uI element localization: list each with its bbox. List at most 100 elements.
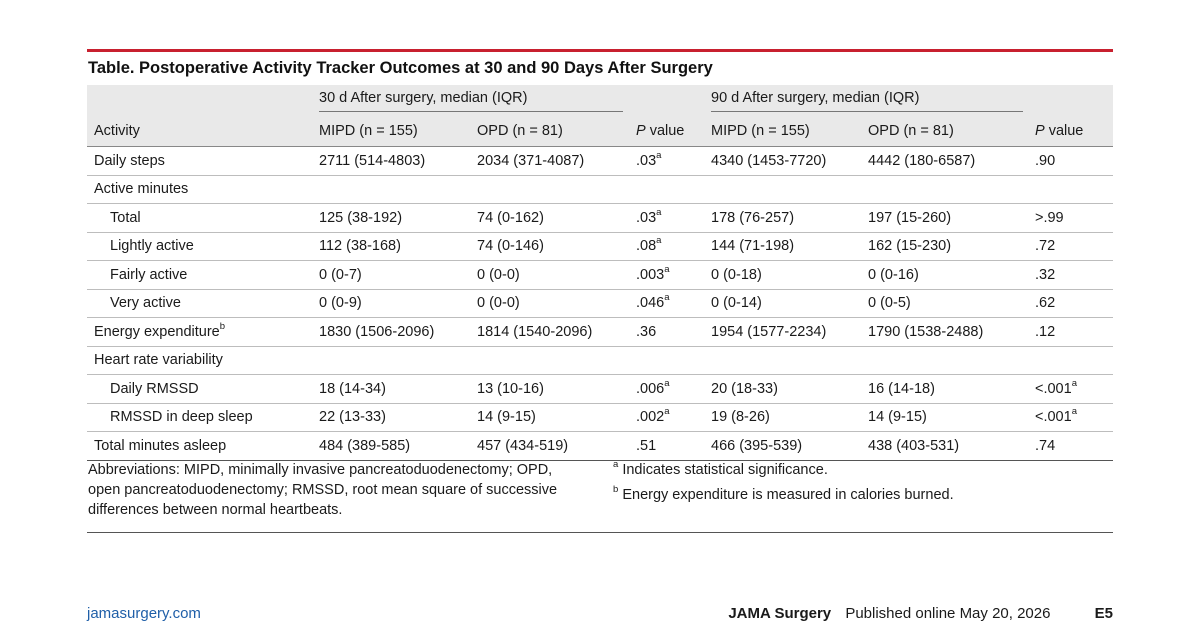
cell-opd30: 457 (434-519)	[470, 431, 629, 461]
cell-opd90: 0 (0-16)	[861, 260, 1028, 290]
cell-p90: .90	[1028, 146, 1113, 176]
col-header-mipd-90d: MIPD (n = 155)	[704, 116, 861, 147]
cell-opd30: 1814 (1540-2096)	[470, 317, 629, 347]
table-row: Total minutes asleep 484 (389-585) 457 (43…	[87, 431, 1113, 461]
cell-p90: .32	[1028, 260, 1113, 290]
cell-p30: .046a	[629, 289, 704, 318]
cell-mipd30: 2711 (514-4803)	[312, 146, 470, 176]
cell-mipd30: 0 (0-7)	[312, 260, 470, 290]
cell-p30: .003a	[629, 260, 704, 290]
row-label: Daily steps	[87, 146, 312, 176]
table-row: Lightly active 112 (38-168) 74 (0-146) .08a…	[87, 232, 1113, 261]
header-row-columns: Activity MIPD (n = 155) OPD (n = 81) P v…	[87, 116, 1113, 147]
cell-opd90: 438 (403-531)	[861, 431, 1028, 461]
cell-mipd90: 1954 (1577-2234)	[704, 317, 861, 347]
cell-opd90: 14 (9-15)	[861, 403, 1028, 432]
cell-mipd30: 125 (38-192)	[312, 203, 470, 233]
table-title: Table. Postoperative Activity Tracker Ou…	[88, 59, 713, 77]
cell-mipd90: 19 (8-26)	[704, 403, 861, 432]
top-red-rule	[87, 49, 1113, 52]
footnote-a: a Indicates statistical significance.	[613, 459, 828, 478]
cell-opd30: 2034 (371-4087)	[470, 146, 629, 176]
cell-opd30: 0 (0-0)	[470, 260, 629, 290]
cell-p90: .12	[1028, 317, 1113, 347]
cell-mipd90: 0 (0-14)	[704, 289, 861, 318]
cell-opd30: 13 (10-16)	[470, 374, 629, 404]
table-row: Heart rate variability	[87, 346, 1113, 375]
table-row: Daily steps 2711 (514-4803) 2034 (371-4087…	[87, 146, 1113, 176]
cell-p30: .006a	[629, 374, 704, 404]
col-header-opd-90d: OPD (n = 81)	[861, 116, 1028, 147]
col-header-p-90d: P value	[1028, 116, 1113, 147]
row-label: Daily RMSSD	[87, 374, 312, 404]
cell-p30: .03a	[629, 146, 704, 176]
table-row: Fairly active 0 (0-7) 0 (0-0) .003a 0 (0-18)…	[87, 260, 1113, 290]
col-header-activity: Activity	[87, 116, 312, 147]
cell-mipd30: 22 (13-33)	[312, 403, 470, 432]
header-row-groups: 30 d After surgery, median (IQR) 90 d Af…	[87, 85, 1113, 116]
table-row: Energy expenditureb 1830 (1506-2096) 1814 …	[87, 317, 1113, 347]
cell-opd90: 16 (14-18)	[861, 374, 1028, 404]
cell-p30: .36	[629, 317, 704, 347]
cell-opd90: 0 (0-5)	[861, 289, 1028, 318]
col-header-mipd-30d: MIPD (n = 155)	[312, 116, 470, 147]
row-label: Heart rate variability	[87, 346, 312, 375]
abbreviations-note: Abbreviations: MIPD, minimally invasive …	[88, 462, 558, 518]
cell-p90: .62	[1028, 289, 1113, 318]
row-label: Active minutes	[87, 175, 312, 204]
cell-opd90: 4442 (180-6587)	[861, 146, 1028, 176]
row-label: Lightly active	[87, 232, 312, 261]
cell-mipd90: 4340 (1453-7720)	[704, 146, 861, 176]
cell-opd90: 197 (15-260)	[861, 203, 1028, 233]
cell-opd30: 74 (0-146)	[470, 232, 629, 261]
table-body: Daily steps 2711 (514-4803) 2034 (371-4087…	[87, 146, 1113, 461]
cell-mipd90: 144 (71-198)	[704, 232, 861, 261]
row-label: Fairly active	[87, 260, 312, 290]
cell-p90: .74	[1028, 431, 1113, 461]
cell-mipd90: 178 (76-257)	[704, 203, 861, 233]
cell-p30: .03a	[629, 203, 704, 233]
cell-p90: <.001a	[1028, 374, 1113, 404]
cell-mipd30: 18 (14-34)	[312, 374, 470, 404]
col-header-opd-30d: OPD (n = 81)	[470, 116, 629, 147]
bottom-rule	[87, 532, 1113, 533]
table-row: Daily RMSSD 18 (14-34) 13 (10-16) .006a 20 (…	[87, 374, 1113, 404]
footer-publication-info: JAMA Surgery Published online May 20, 20…	[728, 605, 1113, 622]
cell-mipd30: 1830 (1506-2096)	[312, 317, 470, 347]
cell-mipd90: 466 (395-539)	[704, 431, 861, 461]
cell-opd90: 1790 (1538-2488)	[861, 317, 1028, 347]
cell-mipd30: 0 (0-9)	[312, 289, 470, 318]
group-header-30d: 30 d After surgery, median (IQR)	[312, 85, 629, 116]
page-number: E5	[1094, 605, 1113, 622]
footnote-b: b Energy expenditure is measured in calo…	[613, 484, 954, 503]
cell-p90: .72	[1028, 232, 1113, 261]
row-label: Very active	[87, 289, 312, 318]
table-row: Total 125 (38-192) 74 (0-162) .03a 178 (76-2…	[87, 203, 1113, 233]
table-header: 30 d After surgery, median (IQR) 90 d Af…	[87, 85, 1113, 147]
cell-p90: <.001a	[1028, 403, 1113, 432]
table-row: Very active 0 (0-9) 0 (0-0) .046a 0 (0-14) 0 …	[87, 289, 1113, 318]
row-label: Total minutes asleep	[87, 431, 312, 461]
table-row: Active minutes	[87, 175, 1113, 204]
cell-mipd90: 20 (18-33)	[704, 374, 861, 404]
cell-p30: .51	[629, 431, 704, 461]
data-table: 30 d After surgery, median (IQR) 90 d Af…	[87, 85, 1113, 461]
group-header-90d: 90 d After surgery, median (IQR)	[704, 85, 1028, 116]
table-container: Table. Postoperative Activity Tracker Ou…	[87, 49, 1113, 461]
col-header-p-30d: P value	[629, 116, 704, 147]
row-label: Energy expenditureb	[87, 317, 312, 347]
cell-opd30: 0 (0-0)	[470, 289, 629, 318]
table-row: RMSSD in deep sleep 22 (13-33) 14 (9-15) .0…	[87, 403, 1113, 432]
cell-p30: .08a	[629, 232, 704, 261]
publication-date: Published online May 20, 2026	[845, 605, 1051, 622]
cell-opd30: 14 (9-15)	[470, 403, 629, 432]
cell-mipd90: 0 (0-18)	[704, 260, 861, 290]
cell-mipd30: 484 (389-585)	[312, 431, 470, 461]
cell-p30: .002a	[629, 403, 704, 432]
journal-name: JAMA Surgery	[728, 605, 832, 622]
footer-site-link[interactable]: jamasurgery.com	[87, 605, 201, 622]
cell-opd30: 74 (0-162)	[470, 203, 629, 233]
cell-opd90: 162 (15-230)	[861, 232, 1028, 261]
cell-mipd30: 112 (38-168)	[312, 232, 470, 261]
cell-p90: >.99	[1028, 203, 1113, 233]
